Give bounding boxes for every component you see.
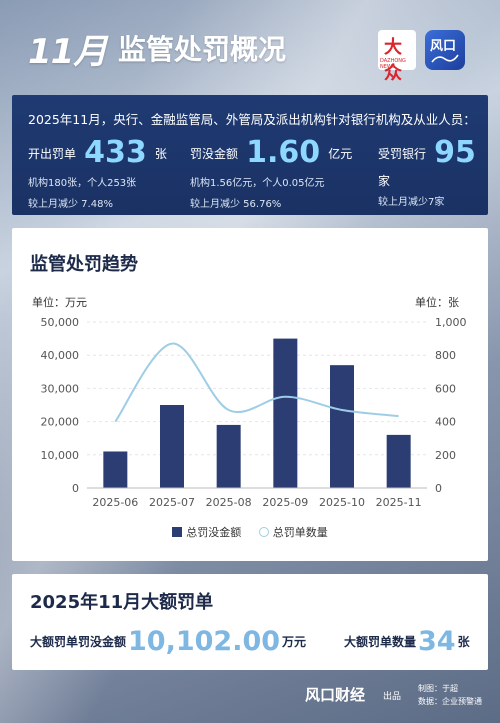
stat-tickets-value: 433 <box>84 135 147 170</box>
x-tick-label: 2025-06 <box>92 496 138 509</box>
right-tick-label: 600 <box>435 382 456 395</box>
big-fines-count-value: 34 <box>418 626 456 657</box>
stat-amount-detail: 机构1.56亿元，个人0.05亿元 <box>190 178 325 189</box>
trend-chart: 0 10,000 20,000 30,000 40,000 50,000 0 200 400 60… <box>41 316 467 509</box>
bar <box>216 424 241 488</box>
right-tick-label: 400 <box>435 416 456 429</box>
stat-tickets-change: 较上月减少 7.48% <box>28 199 113 210</box>
footer-brand-sub: 出品 <box>383 692 402 702</box>
stat-banks-label: 受罚银行 <box>378 147 427 161</box>
footer-credit: 制图：于超 数据：企业预警通 <box>418 682 482 708</box>
footer-data-source: 数据：企业预警通 <box>418 697 482 706</box>
dazhong-logo-sub: DAZHONG NEWS <box>380 58 406 70</box>
bar <box>103 451 128 488</box>
header: 11月 监管处罚概况 大众 DAZHONG NEWS 风口 <box>0 0 500 84</box>
right-tick-label: 1,000 <box>435 316 467 329</box>
stat-tickets: 开出罚单 433 张 机构180张，个人253张 较上月减少 7.48% <box>28 135 167 210</box>
big-fines-title: 2025年11月大额罚单 <box>30 592 214 613</box>
big-fines-amount-unit: 万元 <box>282 635 307 649</box>
left-tick-label: 40,000 <box>41 349 80 362</box>
line-series <box>114 342 399 423</box>
stat-tickets-detail: 机构180张，个人253张 <box>28 178 137 189</box>
bar <box>386 434 411 488</box>
big-fines-amount-value: 10,102.00 <box>128 626 281 657</box>
right-tick-label: 200 <box>435 449 456 462</box>
wave-icon <box>431 54 459 63</box>
right-tick-label: 0 <box>435 482 442 495</box>
page-title: 监管处罚概况 <box>118 33 287 66</box>
stat-amount-change: 较上月减少 56.76% <box>190 199 282 210</box>
big-fines-card: 2025年11月大额罚单 大额罚单罚没金额10,102.00 万元 大额罚单数量3… <box>12 574 488 670</box>
left-tick-label: 50,000 <box>41 316 80 329</box>
stat-amount-value: 1.60 <box>246 135 321 170</box>
left-tick-label: 0 <box>72 482 79 495</box>
chart-legend: 总罚没金额 总罚单数量 <box>12 524 488 540</box>
summary-intro: 2025年11月，央行、金融监管局、外管局及派出机构针对银行机构及从业人员： <box>28 112 476 127</box>
summary-panel: 2025年11月，央行、金融监管局、外管局及派出机构针对银行机构及从业人员： 开… <box>12 95 488 215</box>
big-fines-amount-label: 大额罚单罚没金额 <box>30 635 127 649</box>
x-tick-label: 2025-07 <box>149 496 195 509</box>
stat-amount-unit: 亿元 <box>328 147 353 161</box>
legend-bar-label: 总罚没金额 <box>186 526 242 539</box>
legend-line-label: 总罚单数量 <box>272 526 328 539</box>
x-tick-label: 2025-11 <box>376 496 422 509</box>
x-tick-label: 2025-10 <box>319 496 365 509</box>
stat-banks-unit: 家 <box>378 174 391 188</box>
stat-amount: 罚没金额 1.60 亿元 机构1.56亿元，个人0.05亿元 较上月减少 56.… <box>190 135 352 210</box>
left-tick-label: 10,000 <box>41 449 80 462</box>
bar <box>160 405 184 488</box>
footer-maker: 制图：于超 <box>418 684 458 693</box>
fengkou-logo-mark: 风口 <box>430 39 457 54</box>
big-fines-count: 大额罚单数量34 张 <box>344 626 470 657</box>
stat-tickets-label: 开出罚单 <box>28 147 77 161</box>
legend-bar-swatch <box>172 527 183 537</box>
footer-brand: 风口财经 <box>305 686 366 704</box>
fengkou-logo: 风口 <box>425 30 465 70</box>
stat-banks-value: 95 <box>434 135 476 170</box>
stat-banks: 受罚银行 95 家 较上月减少7家 <box>378 135 488 208</box>
x-tick-label: 2025-08 <box>206 496 252 509</box>
left-tick-label: 30,000 <box>41 382 80 395</box>
x-tick-label: 2025-09 <box>262 496 308 509</box>
stat-banks-change: 较上月减少7家 <box>378 197 445 208</box>
bar <box>273 338 298 488</box>
stat-tickets-unit: 张 <box>154 147 167 161</box>
dazhong-news-logo: 大众 DAZHONG NEWS <box>378 30 416 84</box>
big-fines-amount: 大额罚单罚没金额10,102.00 万元 <box>30 626 306 657</box>
left-axis-unit: 单位：万元 <box>32 296 87 309</box>
legend-line-swatch <box>258 527 269 537</box>
bar <box>330 365 354 488</box>
title-month: 11月 <box>28 32 107 72</box>
right-axis-unit: 单位：张 <box>415 296 459 309</box>
big-fines-count-label: 大额罚单数量 <box>344 635 417 649</box>
left-tick-label: 20,000 <box>41 416 80 429</box>
right-tick-label: 800 <box>435 349 456 362</box>
dazhong-logo-mark: 大众 <box>384 37 402 84</box>
stat-amount-label: 罚没金额 <box>190 147 239 161</box>
trend-chart-card: 监管处罚趋势 单位：万元 单位：张 0 10,000 20,000 30,000 40,… <box>12 228 488 561</box>
big-fines-count-unit: 张 <box>457 635 470 649</box>
chart-title: 监管处罚趋势 <box>30 254 138 275</box>
